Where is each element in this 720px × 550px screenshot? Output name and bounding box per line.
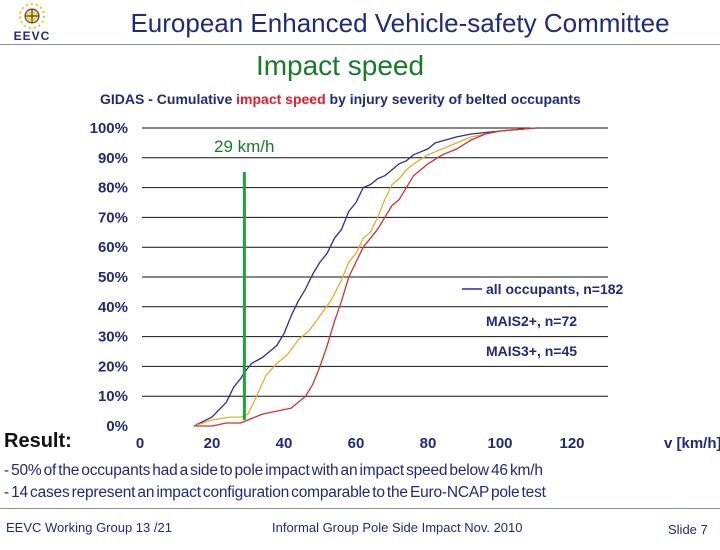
result-label: Result:: [4, 430, 72, 452]
x-tick-labels: 0 20 40 60 80 100 120: [136, 435, 585, 452]
x-tick-label: 40: [276, 435, 293, 452]
chart-title: GIDAS - Cumulative impact speed by injur…: [100, 91, 581, 107]
x-tick-label: 120: [559, 435, 584, 452]
y-tick-label: 10%: [98, 388, 128, 405]
series-lines: [193, 127, 537, 427]
footer-center: Informal Group Pole Side Impact Nov. 201…: [272, 520, 523, 535]
legend-item: MAIS3+, n=45: [486, 343, 577, 359]
y-tick-label: 40%: [98, 299, 128, 316]
x-tick-label: 20: [204, 435, 221, 452]
x-tick-label: 80: [420, 435, 437, 452]
header-divider: [0, 44, 720, 45]
marker-label: 29 km/h: [214, 137, 274, 156]
y-tick-label: 30%: [98, 329, 128, 346]
slide-number: Slide 7: [668, 522, 708, 537]
y-tick-label: 90%: [98, 150, 128, 167]
series-mais3: [194, 127, 537, 427]
chart-title-part-1: GIDAS - Cumulative: [100, 91, 236, 107]
y-tick-labels: 0% 10% 20% 30% 40% 50% 60% 70% 80% 90% 100%: [90, 120, 128, 435]
chart-title-highlight: impact speed: [236, 91, 325, 107]
footer-divider: [0, 508, 720, 509]
y-tick-label: 0%: [106, 418, 128, 435]
legend-item: all occupants, n=182: [486, 281, 624, 297]
legend: all occupants, n=182 MAIS2+, n=72 MAIS3+, …: [462, 281, 624, 359]
speed-marker: 29 km/h: [214, 137, 274, 420]
chart-title-part-3: by injury severity of belted occupants: [326, 91, 581, 107]
y-tick-label: 20%: [98, 358, 128, 375]
series-all-occupants: [193, 127, 537, 427]
y-tick-label: 60%: [98, 239, 128, 256]
y-tick-label: 80%: [98, 180, 128, 197]
header-title: European Enhanced Vehicle-safety Committ…: [130, 8, 670, 38]
x-tick-label: 100: [487, 435, 512, 452]
footer-left: EEVC Working Group 13 /21: [6, 520, 172, 535]
series-mais2: [193, 127, 537, 427]
x-axis-label: v [km/h]: [664, 435, 720, 452]
result-note-1: - 50% of the occupants had a side to pol…: [4, 462, 543, 479]
y-tick-label: 100%: [90, 120, 128, 137]
legend-item: MAIS2+, n=72: [486, 313, 577, 329]
eevc-logo: EEVC: [14, 3, 51, 42]
cumulative-speed-chart: GIDAS - Cumulative impact speed by injur…: [90, 91, 720, 452]
logo-text: EEVC: [14, 29, 51, 42]
x-tick-label: 60: [348, 435, 365, 452]
x-tick-label: 0: [136, 435, 144, 452]
y-tick-label: 70%: [98, 209, 128, 226]
result-note-2: - 14 cases represent an impact configura…: [4, 484, 546, 501]
slide-subtitle: Impact speed: [255, 50, 425, 81]
y-tick-label: 50%: [98, 269, 128, 286]
gridlines: [142, 127, 608, 397]
